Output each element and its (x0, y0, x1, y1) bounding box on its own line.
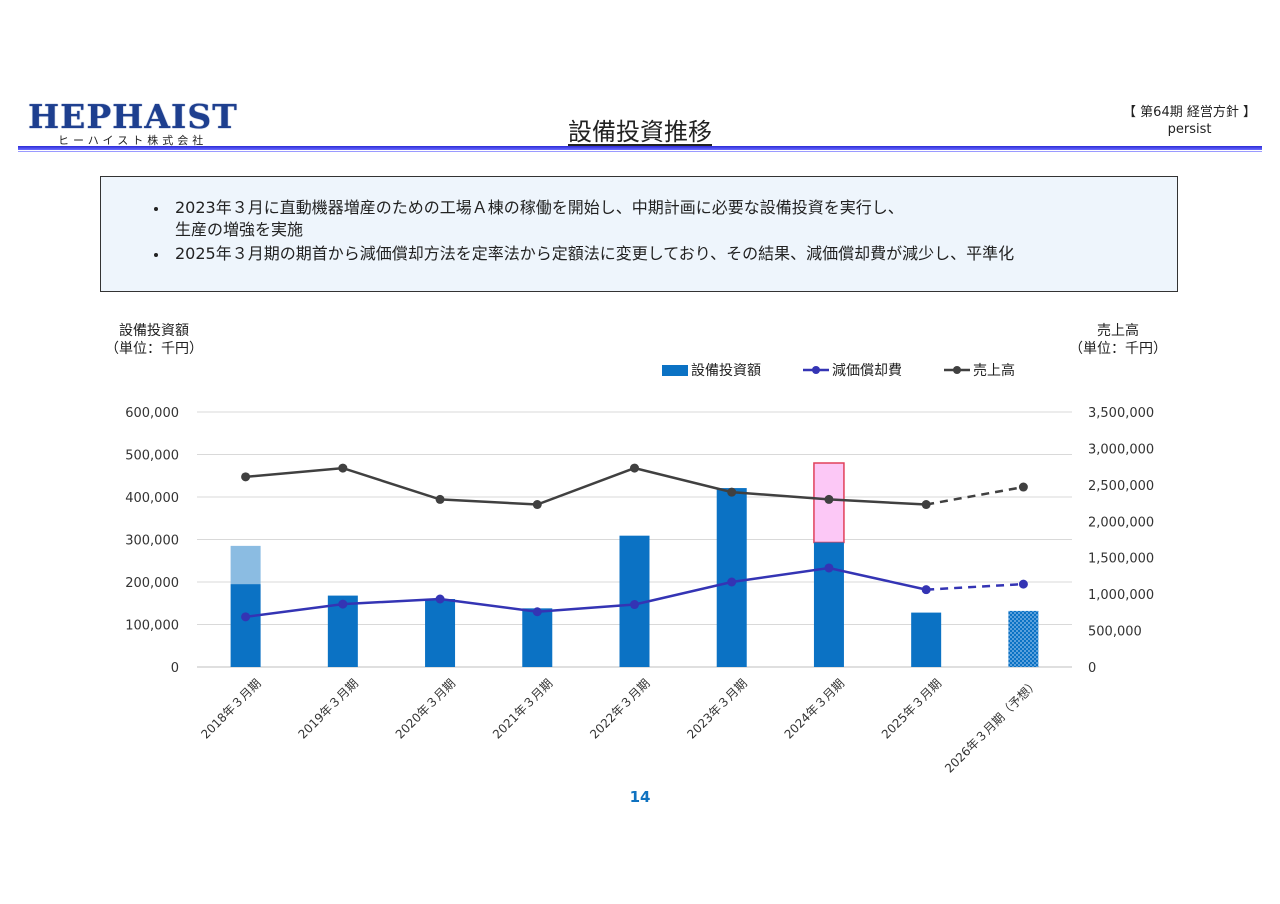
right-tick-label: 500,000 (1088, 625, 1142, 640)
right-tick-label: 0 (1088, 661, 1096, 676)
left-tick-label: 300,000 (125, 534, 179, 549)
depreciation-point (1018, 579, 1028, 589)
capex-bar (230, 584, 261, 667)
right-tick-label: 2,500,000 (1088, 479, 1154, 494)
left-tick-label: 600,000 (125, 406, 179, 421)
page-title: 設備投資推移 (568, 118, 712, 146)
x-tick-label: 2022年３月期 (587, 676, 652, 741)
sales-line (245, 466, 927, 506)
header-divider (18, 146, 1262, 150)
header-corner: 【 第64期 経営方針 】 persist (1123, 104, 1256, 138)
x-tick-label: 2025年３月期 (879, 676, 944, 741)
legend: 設備投資額 減価償却費 売上高 (662, 362, 1015, 379)
sales-point (921, 500, 931, 510)
company-logo: HEPHAIST ヒーハイスト株式会社 (28, 100, 250, 148)
legend-depreciation-marker (812, 366, 820, 374)
left-tick-label: 200,000 (125, 576, 179, 591)
right-tick-label: 3,500,000 (1088, 406, 1154, 421)
depreciation-line-forecast (926, 582, 1024, 591)
legend-label: 減価償却費 (832, 362, 902, 379)
depreciation-point (630, 600, 639, 610)
left-axis-title-unit: （単位：千円） (105, 341, 203, 357)
logo-wordmark: HEPHAIST (28, 97, 238, 136)
x-tick-label: 2024年３月期 (782, 676, 847, 741)
depreciation-point (435, 594, 445, 604)
legend-bar-swatch (662, 365, 688, 376)
right-tick-label: 1,000,000 (1088, 588, 1154, 603)
x-tick-label: 2023年３月期 (684, 676, 749, 741)
summary-list: 2023年３月に直動機器増産のための工場Ａ棟の稼働を開始し、中期計画に必要な設備… (101, 177, 1177, 265)
right-tick-label: 1,500,000 (1088, 552, 1154, 567)
depreciation-point (921, 585, 931, 595)
capex-bar (425, 599, 456, 667)
corner-policy: 【 第64期 経営方針 】 (1123, 105, 1256, 120)
left-axis-title-label: 設備投資額 (119, 323, 189, 339)
bar-series (230, 462, 1039, 667)
sales-point (1018, 482, 1028, 492)
sales-point (824, 494, 834, 504)
depreciation-point (532, 607, 542, 617)
right-tick-label: 3,000,000 (1088, 442, 1154, 457)
depreciation-line (245, 566, 927, 619)
left-axis-title: 設備投資額 （単位：千円） (104, 322, 204, 358)
x-tick-label: 2018年３月期 (198, 676, 263, 741)
x-tick-label: 2020年３月期 (393, 676, 458, 741)
right-tick-label: 2,000,000 (1088, 515, 1154, 530)
right-axis-title-label: 売上高 (1097, 323, 1139, 339)
legend-sales-marker (953, 366, 961, 374)
legend-label: 設備投資額 (691, 363, 761, 379)
sales-point (338, 463, 348, 473)
left-tick-label: 500,000 (125, 449, 179, 464)
depreciation-point (241, 612, 251, 622)
x-tick-label: 2021年３月期 (490, 676, 555, 741)
capex-bar (522, 608, 553, 667)
sales-point (241, 472, 251, 482)
capex-bar (813, 542, 844, 667)
capex-bar (1008, 610, 1039, 667)
depreciation-point (338, 599, 348, 609)
summary-item: 2025年３月期の期首から減価償却方法を定率法から定額法に変更しており、その結果… (169, 243, 1177, 265)
capex-bar-light-segment (230, 545, 261, 585)
logo-subtitle: ヒーハイスト株式会社 (58, 134, 208, 147)
page-number: 14 (629, 788, 651, 806)
right-axis-title-unit: （単位：千円） (1069, 341, 1167, 357)
left-tick-label: 0 (171, 661, 179, 676)
summary-box: 2023年３月に直動機器増産のための工場Ａ棟の稼働を開始し、中期計画に必要な設備… (100, 176, 1178, 292)
sales-point (435, 494, 445, 504)
summary-item: 2023年３月に直動機器増産のための工場Ａ棟の稼働を開始し、中期計画に必要な設備… (169, 197, 1177, 241)
legend-label: 売上高 (973, 362, 1015, 379)
left-tick-label: 100,000 (125, 619, 179, 634)
sales-point (532, 500, 542, 510)
left-tick-label: 400,000 (125, 491, 179, 506)
depreciation-point (727, 577, 737, 587)
sales-line-forecast (925, 485, 1024, 506)
right-axis-title: 売上高 （単位：千円） (1068, 322, 1168, 358)
depreciation-point (824, 563, 834, 573)
capex-bar (911, 612, 942, 667)
x-tick-label: 2019年３月期 (296, 676, 361, 741)
header-divider-thin (18, 151, 1262, 152)
corner-motto: persist (1167, 122, 1212, 137)
sales-point (630, 463, 639, 473)
line-series (241, 463, 1028, 622)
sales-point (727, 487, 737, 497)
x-tick-label: 2026年３月期（予想） (941, 676, 1041, 776)
